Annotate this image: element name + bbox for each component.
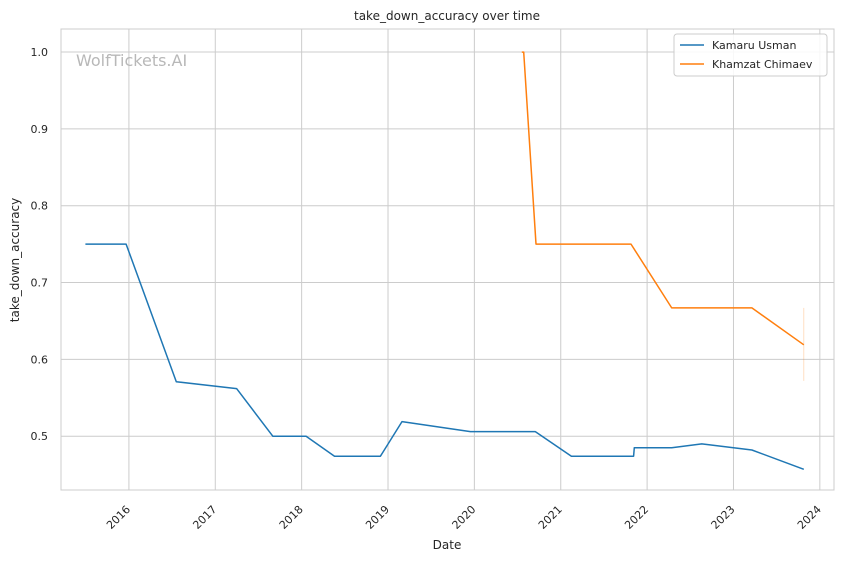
y-tick-label: 0.8 (31, 200, 49, 213)
legend: Kamaru Usman Khamzat Chimaev (673, 33, 828, 77)
x-tick-label: 2024 (795, 503, 824, 532)
series-line-kamaru-usman (85, 243, 805, 471)
series-line-khamzat-chimaev (521, 51, 805, 346)
x-tick-label: 2018 (277, 503, 306, 532)
y-axis-label: take_down_accuracy (8, 198, 22, 322)
series-layer (85, 51, 805, 471)
x-tick-labels: 2016 2017 2018 2019 2020 2021 2022 2023 2024 (104, 503, 824, 532)
x-tick-label: 2022 (622, 503, 651, 532)
y-tick-label: 0.7 (31, 277, 49, 290)
y-tick-label: 0.6 (31, 353, 49, 366)
legend-label-khamzat-chimaev: Khamzat Chimaev (712, 58, 813, 71)
x-tick-label: 2021 (536, 503, 565, 532)
plot-frame (60, 28, 835, 491)
legend-box (673, 33, 828, 77)
grid (61, 29, 834, 490)
x-tick-label: 2020 (450, 503, 479, 532)
legend-label-kamaru-usman: Kamaru Usman (712, 39, 796, 52)
x-tick-label: 2016 (104, 503, 133, 532)
y-tick-labels: 0.5 0.6 0.7 0.8 0.9 1.0 (31, 46, 49, 443)
x-tick-label: 2023 (709, 503, 738, 532)
chart-title: take_down_accuracy over time (354, 9, 540, 23)
x-tick-label: 2017 (190, 503, 219, 532)
x-tick-label: 2019 (363, 503, 392, 532)
x-axis-label: Date (433, 538, 462, 552)
y-tick-label: 0.9 (31, 123, 49, 136)
watermark: WolfTickets.AI (76, 51, 187, 70)
y-tick-label: 1.0 (31, 46, 49, 59)
y-tick-label: 0.5 (31, 430, 49, 443)
